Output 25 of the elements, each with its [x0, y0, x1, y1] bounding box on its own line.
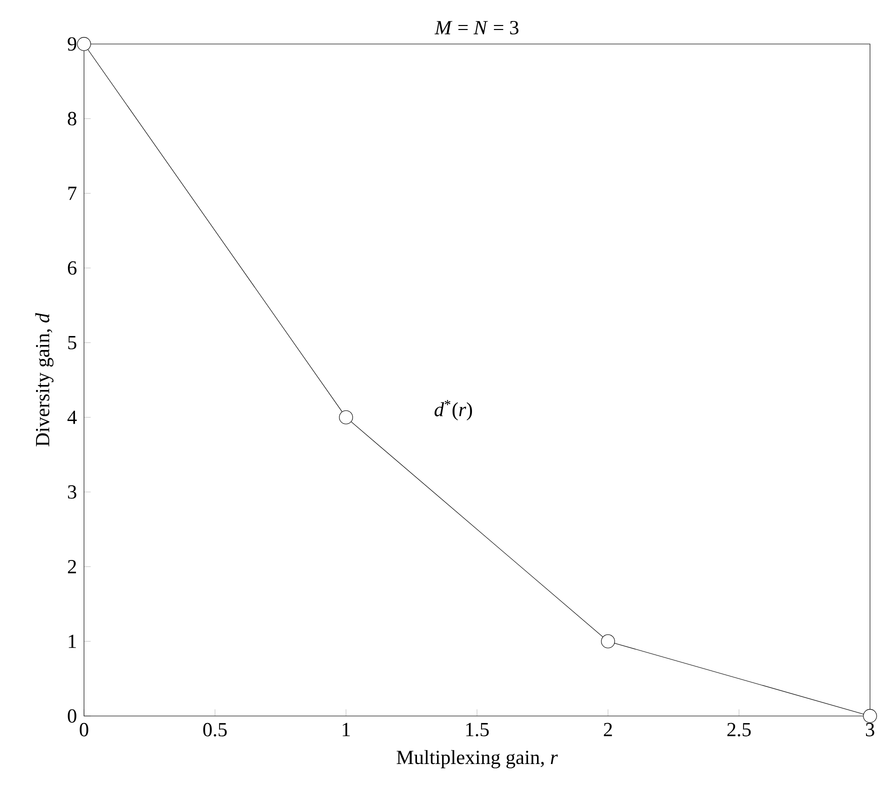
annotation: d$^{*}$(r): [434, 400, 472, 420]
y-tick-label: 5: [68, 336, 76, 350]
x-tick-label: 1.5: [466, 722, 489, 736]
x-tick-label: 2.5: [727, 722, 751, 736]
x-tick-label: 0: [80, 722, 88, 736]
point: [601, 634, 615, 648]
y-tick-label: 1: [68, 634, 76, 648]
x-axis-title: Multiplexing gain, r: [396, 750, 558, 768]
point: [339, 410, 353, 424]
point: [863, 709, 877, 723]
x-tick-label: 1: [342, 722, 350, 736]
y-tick-label: 8: [68, 112, 76, 126]
y-tick-label: 9: [68, 37, 76, 51]
x-tick-label: 3: [866, 722, 874, 736]
chart-title: M = N = 3: [434, 20, 518, 34]
y-tick-label: 3: [68, 485, 76, 499]
point: [77, 37, 91, 51]
x-tick-label: 2: [604, 722, 612, 736]
y-axis-title: Diversity gain, d: [35, 313, 54, 446]
x-tick-label: 0.5: [203, 722, 227, 737]
y-tick-label: 4: [67, 410, 77, 424]
y-tick-label: 0: [68, 709, 76, 723]
y-tick-label: 7: [68, 186, 76, 200]
y-tick-label: 2: [68, 560, 76, 574]
y-tick-label: 6: [68, 261, 76, 275]
